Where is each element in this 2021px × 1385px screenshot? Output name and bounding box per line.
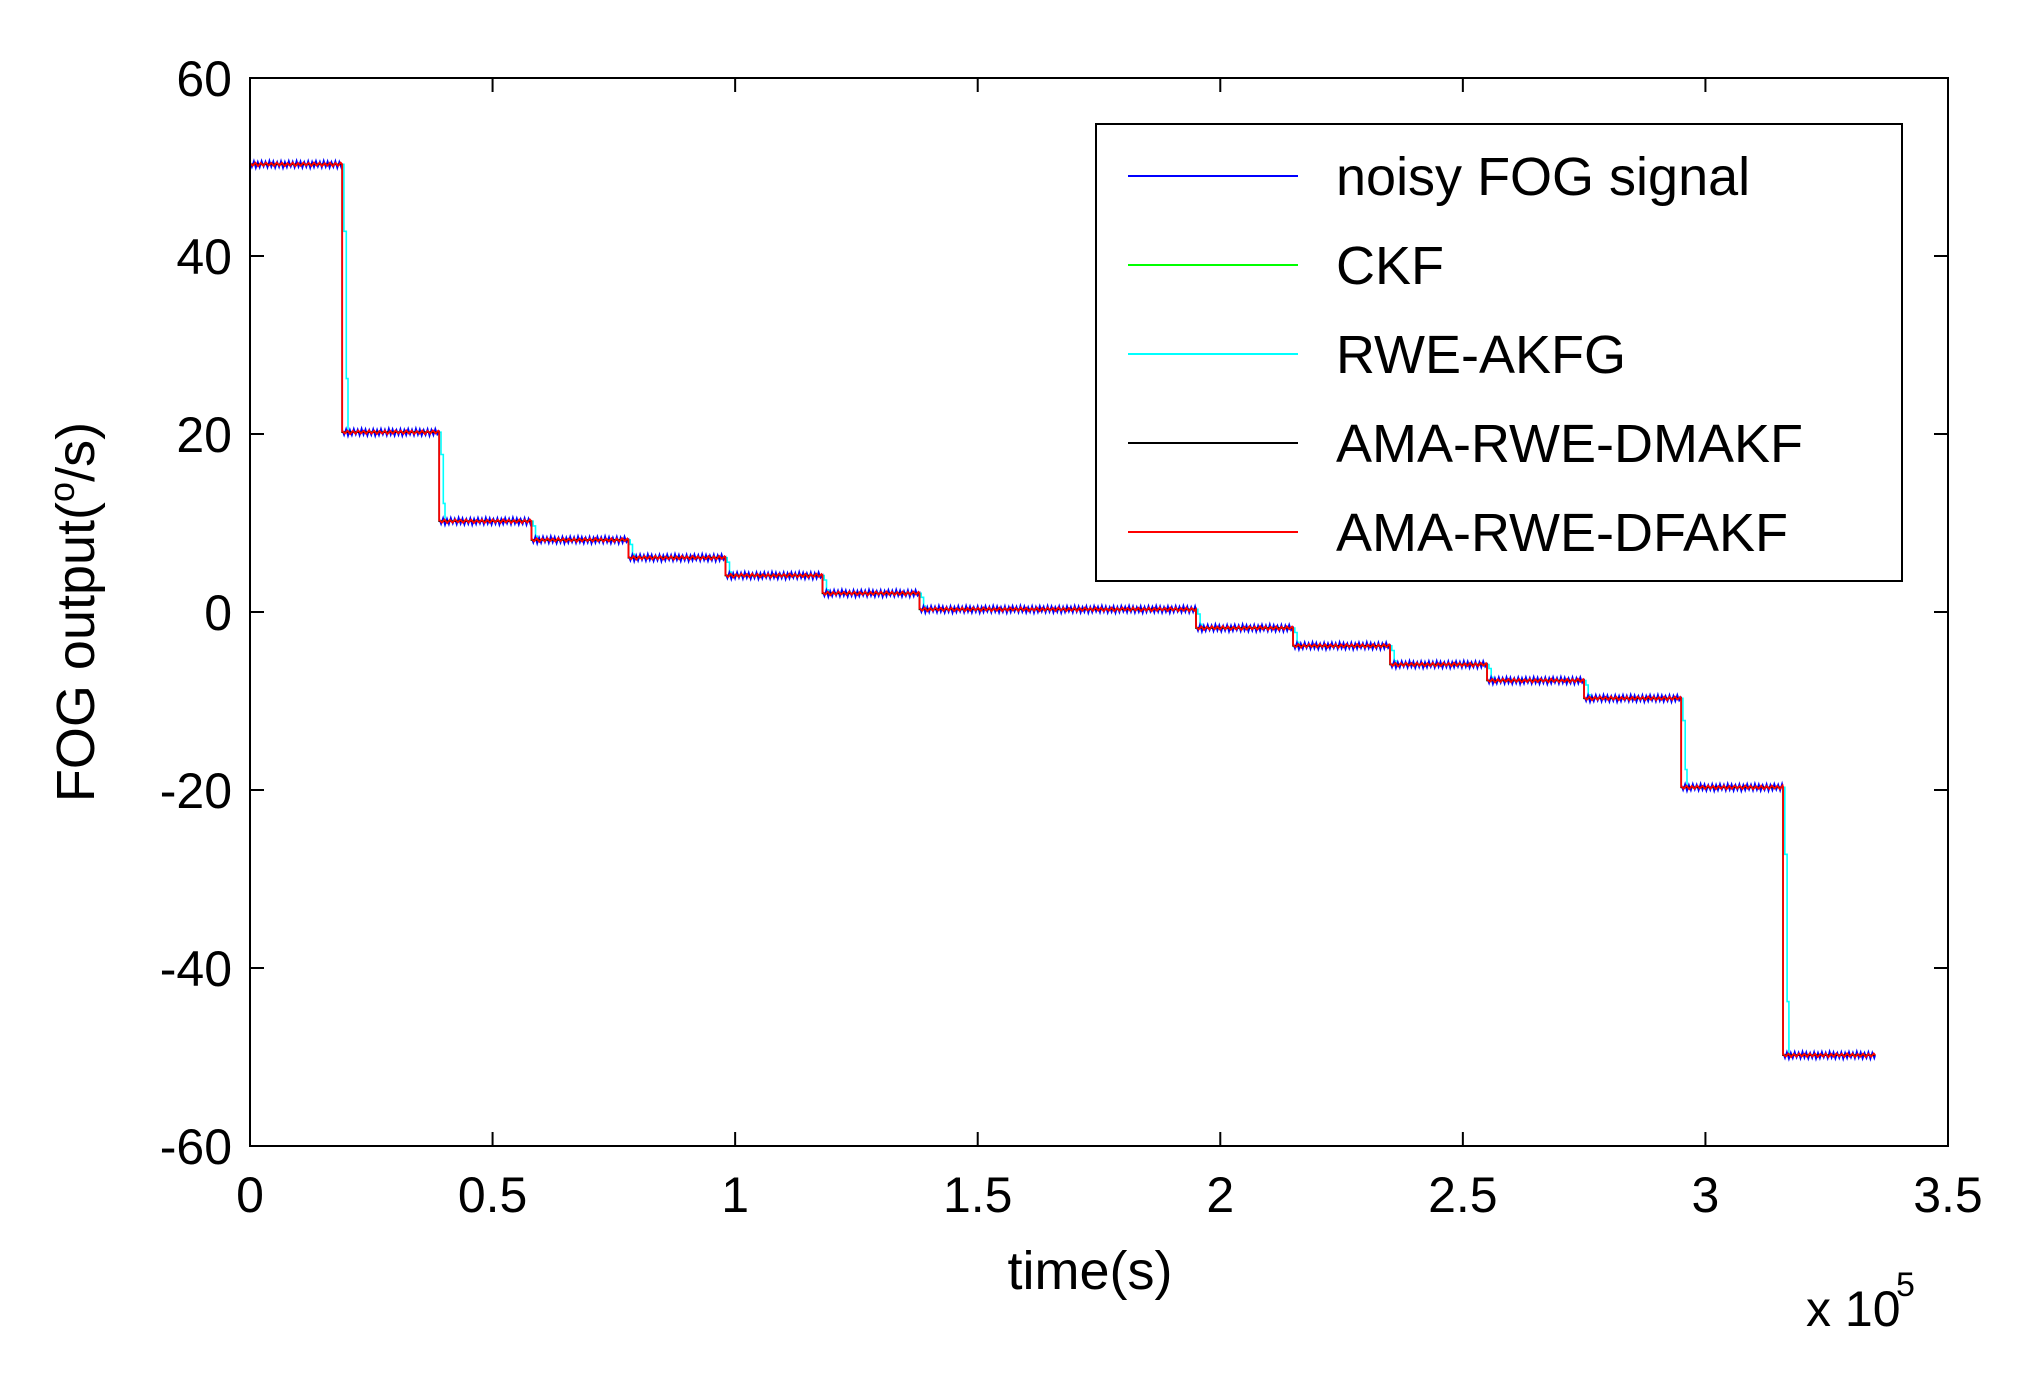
- x-tick-label-3: 1.5: [943, 1167, 1013, 1223]
- series-layer: [249, 157, 1876, 1062]
- x-multiplier-exponent: 5: [1896, 1266, 1915, 1304]
- x-tick-label-7: 3.5: [1913, 1167, 1983, 1223]
- y-tick-label-4: -20: [160, 763, 232, 819]
- legend-label-noisy-fog-signal: noisy FOG signal: [1336, 147, 1750, 207]
- x-multiplier-label: x 10: [1806, 1281, 1901, 1337]
- x-axis-title: time(s): [1008, 1241, 1173, 1301]
- legend-label-ama-rwe-dmakf: AMA-RWE-DMAKF: [1336, 414, 1803, 474]
- y-tick-label-2: 20: [176, 407, 232, 463]
- y-axis-title: FOG output(o/s): [41, 422, 106, 802]
- x-tick-label-1: 0.5: [458, 1167, 528, 1223]
- legend-label-rwe-akfg: RWE-AKFG: [1336, 325, 1626, 385]
- series-line-ama-rwe-dfakf: [249, 161, 1876, 1059]
- y-tick-label-1: 40: [176, 229, 232, 285]
- x-tick-label-2: 1: [721, 1167, 749, 1223]
- x-tick-label-0: 0: [236, 1167, 264, 1223]
- y-tick-label-3: 0: [204, 585, 232, 641]
- legend-label-ama-rwe-dfakf: AMA-RWE-DFAKF: [1336, 503, 1788, 563]
- legend-box: [1095, 123, 1903, 582]
- plot-frame: [249, 77, 1949, 1147]
- legend-items: noisy FOG signal CKF RWE-AKFG AMA-RWE-DMAKF…: [1128, 147, 1803, 563]
- y-tick-labels: 60 40 20 0 -20 -40 -60: [160, 51, 232, 1175]
- x-tick-label-5: 2.5: [1428, 1167, 1498, 1223]
- legend: noisy FOG signal CKF RWE-AKFG AMA-RWE-DMAKF…: [1095, 123, 1903, 582]
- legend-label-ckf: CKF: [1336, 236, 1444, 296]
- y-tick-label-0: 60: [176, 51, 232, 107]
- y-axis-title-sup: o: [41, 482, 82, 502]
- y-axis-title-main: FOG output(: [46, 502, 106, 802]
- y-axis-title-tail: /s): [46, 422, 106, 482]
- x-tick-label-4: 2: [1206, 1167, 1234, 1223]
- x-tick-label-6: 3: [1692, 1167, 1720, 1223]
- y-tick-label-5: -40: [160, 941, 232, 997]
- x-tick-labels: 0 0.5 1 1.5 2 2.5 3 3.5: [236, 1167, 1983, 1223]
- y-tick-label-6: -60: [160, 1119, 232, 1175]
